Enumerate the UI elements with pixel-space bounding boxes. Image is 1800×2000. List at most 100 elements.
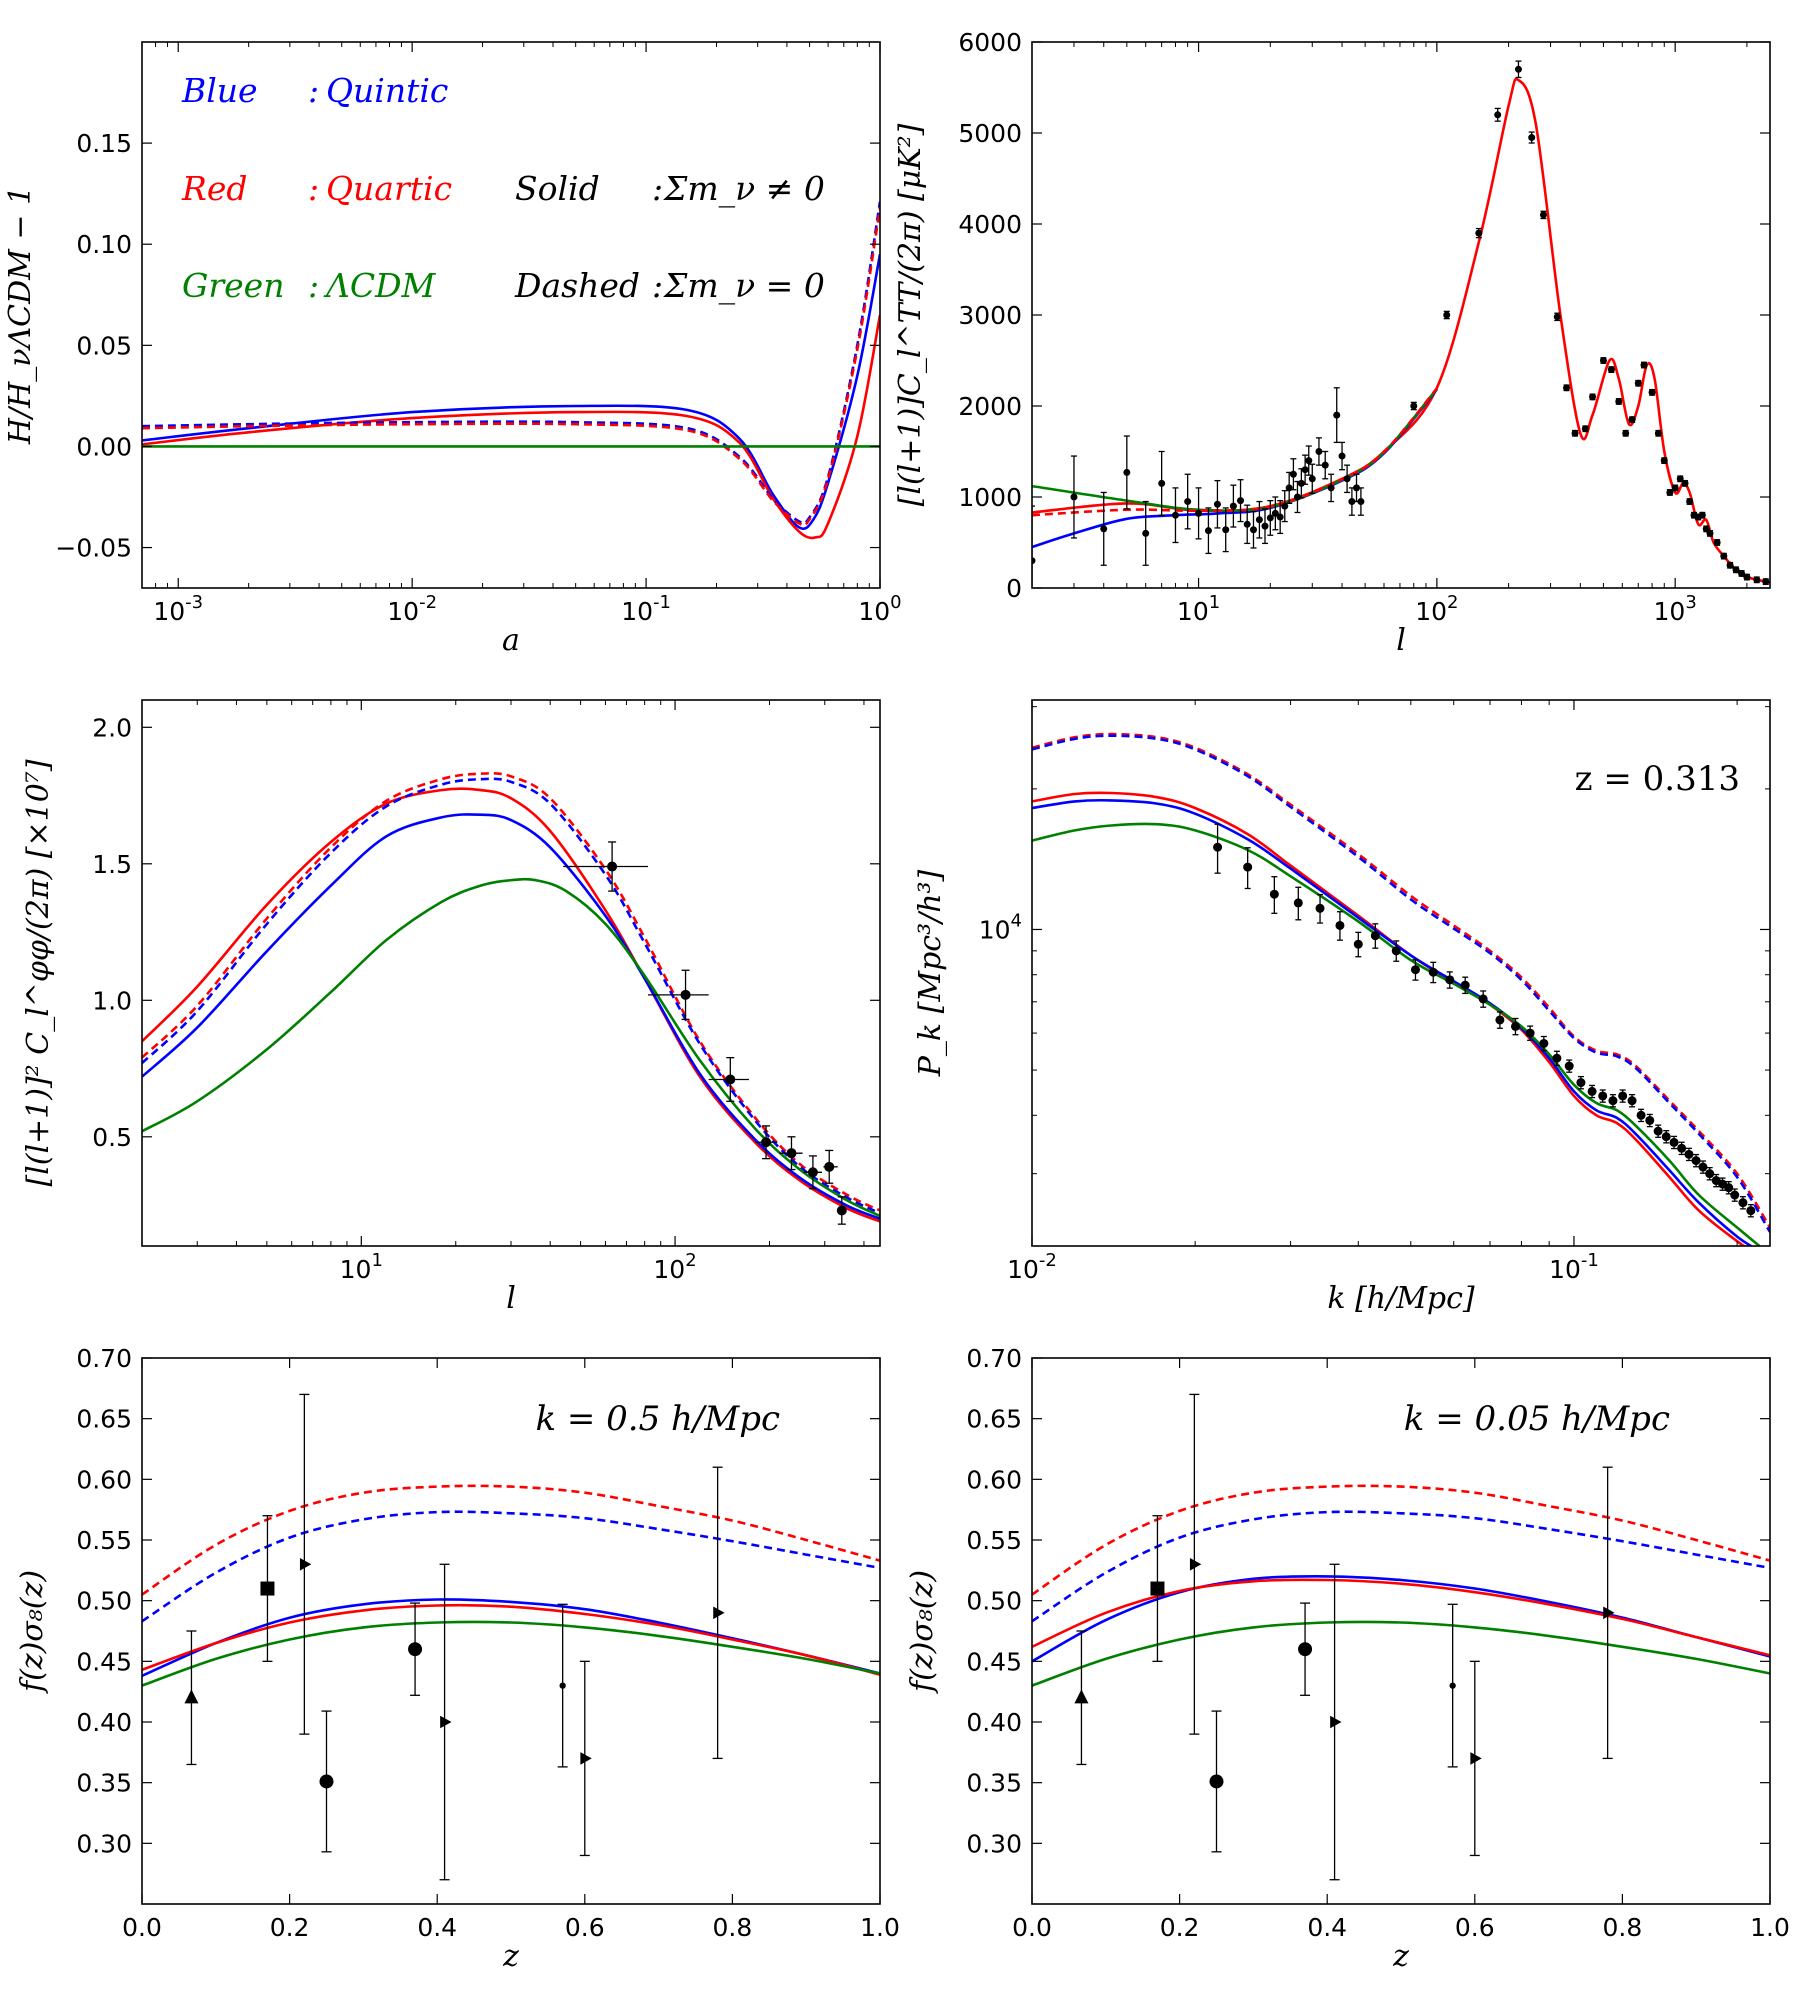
data-point-circle <box>1681 479 1689 487</box>
y-tick-label: 5000 <box>958 119 1022 148</box>
x-tick-label: 0.6 <box>565 1913 605 1942</box>
data-point-circle <box>1297 479 1305 487</box>
axes-frame <box>1031 699 1771 1247</box>
data-point-circle <box>1100 525 1108 533</box>
data-point-circle <box>1660 457 1668 465</box>
y-tick-label: 104 <box>979 910 1022 944</box>
data-point-circle <box>1428 967 1438 977</box>
x-tick-label: 102 <box>653 1250 696 1284</box>
data-point-circle <box>1293 898 1303 908</box>
data-point-circle <box>1607 366 1615 374</box>
legend-key: Green <box>182 266 284 305</box>
data-point-triangle-right <box>1603 1606 1615 1620</box>
data-point-circle <box>1746 1206 1756 1216</box>
data-point-circle <box>319 1774 334 1789</box>
y-tick-label: 0.50 <box>966 1587 1022 1616</box>
data-point-circle <box>1608 1096 1618 1106</box>
x-tick-label: 10-1 <box>621 592 671 626</box>
y-tick-label: 1000 <box>958 483 1022 512</box>
series-line <box>142 254 880 531</box>
series-group <box>1032 1393 1770 1881</box>
data-point-circle <box>1308 475 1316 483</box>
y-axis-label: f(z)σ₈(z) <box>15 1570 50 1694</box>
data-point-circle <box>1738 1198 1748 1208</box>
x-tick-label: 0.2 <box>1160 1913 1200 1942</box>
data-point-circle <box>1676 475 1684 483</box>
data-point-circle <box>1510 1021 1520 1031</box>
x-tick-label: 0.8 <box>1603 1913 1643 1942</box>
x-tick-label: 0.8 <box>713 1913 753 1942</box>
data-point-circle <box>836 1205 847 1216</box>
y-tick-label: 0.40 <box>76 1708 132 1737</box>
x-axis-label: l <box>1396 623 1406 658</box>
data-point-circle <box>1370 931 1380 941</box>
data-point-circle <box>1684 1149 1694 1159</box>
y-axis-label: f(z)σ₈(z) <box>905 1570 940 1694</box>
legend-sep: : <box>652 169 663 208</box>
y-tick-label: 0 <box>1006 574 1022 603</box>
data-point-circle <box>725 1074 736 1085</box>
data-point-triangle-right <box>440 1715 452 1729</box>
data-point-circle <box>1762 578 1770 586</box>
data-point-circle <box>1229 502 1237 510</box>
series-group <box>1032 60 1770 588</box>
series-line <box>1032 1578 1770 1657</box>
data-point-circle <box>1706 529 1714 537</box>
y-axis-label: P_k [Mpc³/h³] <box>913 869 948 1077</box>
data-point-circle <box>1553 313 1561 321</box>
y-tick-label: 0.30 <box>966 1829 1022 1858</box>
data-point-square <box>1150 1581 1165 1596</box>
x-tick-label: 101 <box>1177 592 1220 626</box>
x-axis-label: z <box>502 1939 519 1974</box>
data-point-circle <box>1243 520 1251 528</box>
x-tick-label: 0.0 <box>122 1913 162 1942</box>
data-point-circle <box>1460 980 1470 990</box>
data-point-circle <box>1730 1190 1740 1200</box>
series-line <box>142 1603 880 1676</box>
series-line <box>142 314 880 540</box>
data-point-circle <box>1266 514 1274 522</box>
data-point-circle <box>1494 111 1502 119</box>
data-point-circle <box>1271 509 1279 517</box>
y-tick-label: 0.00 <box>76 432 132 461</box>
series-line <box>1032 734 1770 1233</box>
y-tick-label: 4000 <box>958 210 1022 239</box>
legend-value: Σm_ν = 0 <box>663 266 825 306</box>
x-tick-label: 10-1 <box>1549 1250 1599 1284</box>
series-group <box>142 1393 880 1881</box>
y-tick-label: 0.10 <box>76 230 132 259</box>
series-line <box>1032 388 1438 549</box>
data-point-circle <box>1598 1091 1608 1101</box>
data-point-circle <box>1410 965 1420 975</box>
data-point-circle <box>1269 889 1279 899</box>
data-point-circle <box>1478 994 1488 1004</box>
legend-value: Quintic <box>326 71 448 110</box>
y-tick-label: 0.45 <box>966 1647 1022 1676</box>
data-point-circle <box>1666 488 1674 496</box>
data-point-circle <box>1032 557 1036 565</box>
data-point-circle <box>1142 529 1150 537</box>
data-point-circle <box>1335 920 1345 930</box>
data-point-circle <box>1645 1115 1655 1125</box>
series-line <box>142 787 880 1223</box>
legend-key: Red <box>181 169 248 208</box>
series-line <box>1032 1620 1770 1687</box>
data-point-circle <box>1495 1015 1505 1025</box>
legend-sep: : <box>308 169 319 208</box>
data-point-circle <box>1686 498 1694 506</box>
x-axis-label: k [h/Mpc] <box>1327 1281 1475 1316</box>
y-tick-label: 0.50 <box>76 1587 132 1616</box>
x-axis-label: a <box>502 623 520 658</box>
series-group <box>142 771 880 1225</box>
data-point-circle <box>1726 561 1734 569</box>
x-tick-label: 0.4 <box>417 1913 457 1942</box>
data-point-circle <box>1158 479 1166 487</box>
series-line <box>1032 822 1761 1246</box>
x-tick-label: 10-2 <box>1007 1250 1057 1284</box>
data-point-circle <box>1698 1162 1708 1172</box>
panel-fsigma8-k05: 0.0 0.2 0.4 0.6 0.8 1.0 0.30 0.35 0.40 0.45 0.50 0.… <box>15 1344 900 1974</box>
series-line <box>142 1510 880 1623</box>
y-tick-label: 3000 <box>958 301 1022 330</box>
data-point-circle <box>1753 576 1761 584</box>
data-point-circle <box>1281 502 1289 510</box>
